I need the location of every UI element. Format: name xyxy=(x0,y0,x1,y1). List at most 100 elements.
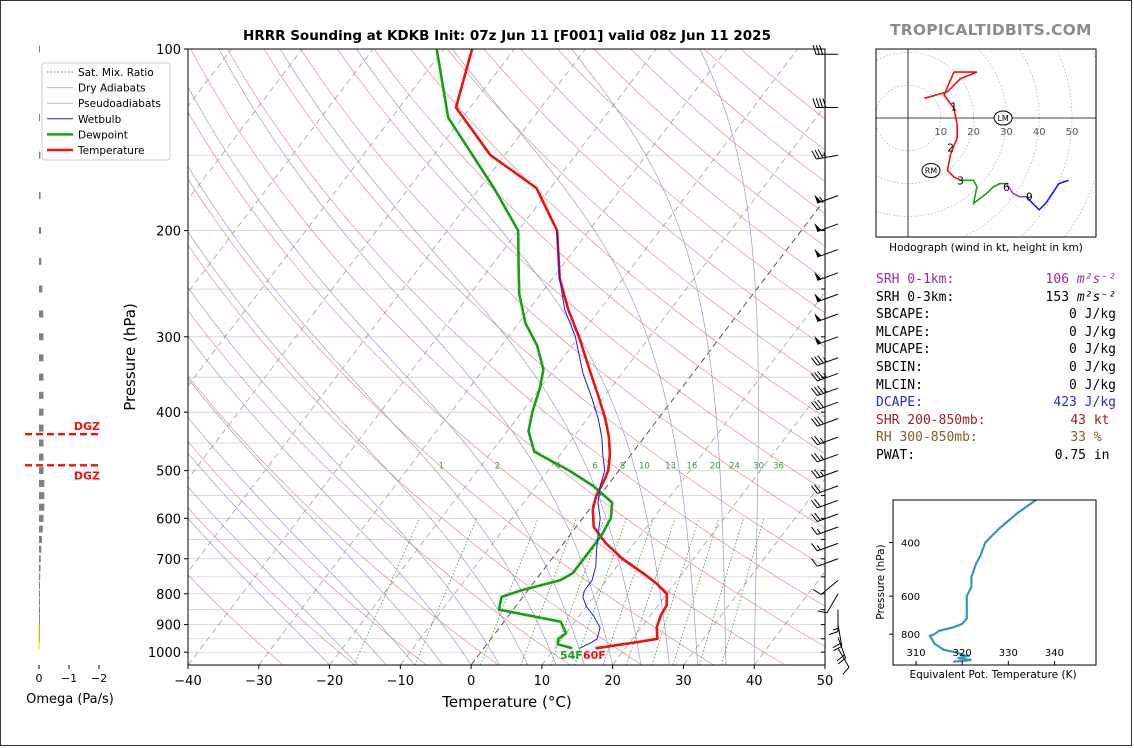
dry-adiabat xyxy=(188,178,714,665)
omega-bar xyxy=(39,114,40,122)
legend-label: Pseudoadiabats xyxy=(78,98,161,110)
barb-full xyxy=(814,400,821,409)
barb-full xyxy=(811,387,818,397)
hodograph-segment xyxy=(960,179,1007,206)
barb-full xyxy=(814,386,821,395)
barb-full xyxy=(812,98,817,108)
x-tick-label: 40 xyxy=(746,674,763,689)
barb-full xyxy=(819,45,824,55)
skewt-plot-area xyxy=(187,48,826,666)
omega-bar xyxy=(39,310,44,318)
barb-half xyxy=(823,357,828,363)
theta-e-y-tick-label: 400 xyxy=(901,539,920,550)
barb-half xyxy=(820,437,824,443)
hodograph-trace: 1 2 3 6 9 RM LM xyxy=(921,71,1069,211)
moist-adiabat xyxy=(188,231,529,665)
wind-barb xyxy=(814,194,839,204)
y-tick-label: 100 xyxy=(156,43,181,58)
mixing-ratio-label: 13 xyxy=(665,462,676,472)
parameter-label: SRH 0-3km: xyxy=(876,289,955,305)
hodograph-ring-label: 30 xyxy=(1000,127,1013,138)
barb-staff xyxy=(817,526,839,535)
omega-bar xyxy=(39,45,40,53)
barb-staff xyxy=(817,513,839,522)
omega-bar xyxy=(39,227,41,235)
barb-full xyxy=(811,436,818,445)
moist-adiabat xyxy=(188,486,359,665)
wetbulb-line xyxy=(556,230,606,649)
wind-barb xyxy=(811,149,839,160)
moist-adiabat xyxy=(188,416,415,665)
mixing-ratio-label: 24 xyxy=(729,462,740,472)
barb-staff xyxy=(817,485,839,494)
moist-adiabat xyxy=(188,86,585,665)
y-tick-label: 400 xyxy=(156,406,181,421)
barb-staff xyxy=(837,624,843,647)
mixing-ratio-line xyxy=(574,518,627,665)
isotherm xyxy=(188,49,374,294)
theta-e-y-tick-label: 600 xyxy=(901,592,920,603)
legend-label: Temperature xyxy=(77,145,145,157)
parameter-label: SRH 0-1km: xyxy=(876,272,955,287)
omega-bar xyxy=(39,564,41,572)
omega-x-tick-label: −1 xyxy=(61,672,77,685)
sounding-parameters: SRH 0-1km: 106 m²s⁻² SRH 0-3km: 153 m²s⁻² SB… xyxy=(876,271,1116,465)
isotherm xyxy=(399,105,825,665)
moist-adiabat xyxy=(571,49,727,665)
mixing-ratio-label: 16 xyxy=(686,462,697,472)
mixing-ratio-label: 2 xyxy=(495,462,500,472)
parameter-value: 0 xyxy=(1069,359,1077,375)
barb-full xyxy=(814,498,821,508)
parameter-row: SHR 200-850mb: 43 kt xyxy=(876,412,1116,430)
dry-adiabat xyxy=(188,111,786,665)
parameter-label: RH 300-850mb: xyxy=(876,430,978,446)
barb-full xyxy=(811,485,818,494)
omega-bar xyxy=(39,333,44,341)
moist-adiabat xyxy=(188,335,472,665)
skewt-x-axis-label: Temperature (°C) xyxy=(441,693,571,711)
parameter-value: 0 xyxy=(1069,377,1077,393)
parameter-label: SHR 200-850mb: xyxy=(876,412,986,428)
moist-adiabat xyxy=(188,165,557,665)
skewt-background-lines xyxy=(188,49,825,665)
dry-adiabat xyxy=(188,310,571,665)
theta-e-x-tick-label: 340 xyxy=(1045,648,1064,659)
y-tick-label: 300 xyxy=(156,331,181,346)
barb-flag xyxy=(814,248,822,258)
wind-barb xyxy=(812,45,838,55)
dry-adiabat xyxy=(520,49,825,314)
barb-staff xyxy=(817,418,839,427)
wind-barb xyxy=(811,542,839,552)
barb-full xyxy=(819,98,824,108)
omega-bar xyxy=(39,613,40,621)
legend-label: Dry Adiabats xyxy=(78,83,146,95)
x-tick-label: −40 xyxy=(174,674,201,689)
barb-full xyxy=(811,526,818,535)
barb-full xyxy=(811,470,818,479)
wind-barb xyxy=(811,435,839,446)
parameter-label: MLCAPE: xyxy=(876,324,931,340)
site-brand: TROPICALTIDBITS.COM xyxy=(890,21,1092,39)
barb-full xyxy=(812,589,822,595)
isotherm xyxy=(188,49,445,387)
barb-full xyxy=(814,356,821,365)
barb-full xyxy=(811,454,818,463)
barb-full xyxy=(828,631,839,636)
hodograph-caption: Hodograph (wind in kt, height in km) xyxy=(889,242,1083,254)
x-tick-label: −20 xyxy=(316,674,343,689)
wind-barb xyxy=(811,526,839,535)
dry-adiabat xyxy=(188,375,499,665)
parameter-unit: kt xyxy=(1086,412,1110,428)
barb-half xyxy=(820,471,824,477)
omega-bar xyxy=(39,453,44,461)
surface-dewpoint-label: 54F xyxy=(560,649,583,662)
mixing-ratio-line xyxy=(353,518,420,665)
wind-barb xyxy=(811,370,839,382)
barb-full xyxy=(817,416,824,425)
chart-title: HRRR Sounding at KDKB Init: 07z Jun 11 [… xyxy=(243,28,771,44)
legend-label: Dewpoint xyxy=(78,129,128,141)
parameter-value: 43 xyxy=(1070,412,1086,428)
mixing-ratio-label: 30 xyxy=(753,462,764,472)
barb-full xyxy=(814,435,821,444)
